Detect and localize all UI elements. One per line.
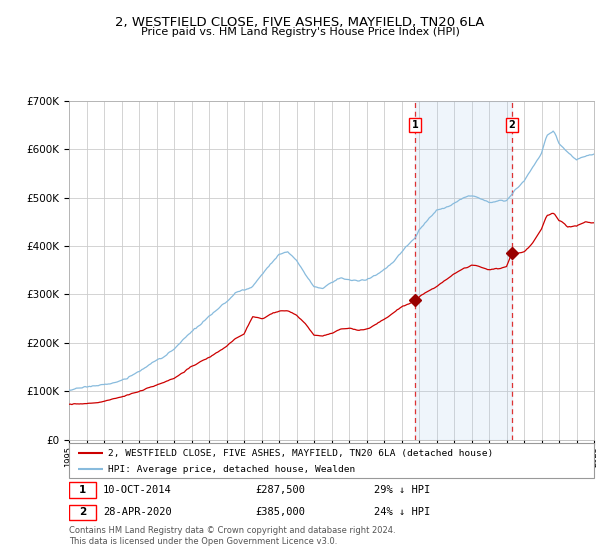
Text: 2: 2	[509, 120, 515, 130]
Bar	[415, 101, 512, 440]
Text: 28-APR-2020: 28-APR-2020	[103, 507, 172, 517]
Text: 10-OCT-2014: 10-OCT-2014	[103, 485, 172, 495]
Text: 24% ↓ HPI: 24% ↓ HPI	[373, 507, 430, 517]
Text: Price paid vs. HM Land Registry's House Price Index (HPI): Price paid vs. HM Land Registry's House …	[140, 27, 460, 37]
Text: 1: 1	[412, 120, 419, 130]
Text: 2, WESTFIELD CLOSE, FIVE ASHES, MAYFIELD, TN20 6LA (detached house): 2, WESTFIELD CLOSE, FIVE ASHES, MAYFIELD…	[109, 449, 494, 458]
Bar	[69, 482, 96, 498]
Bar	[69, 505, 96, 520]
Text: 29% ↓ HPI: 29% ↓ HPI	[373, 485, 430, 495]
Text: 2, WESTFIELD CLOSE, FIVE ASHES, MAYFIELD, TN20 6LA: 2, WESTFIELD CLOSE, FIVE ASHES, MAYFIELD…	[115, 16, 485, 29]
Text: Contains HM Land Registry data © Crown copyright and database right 2024.
This d: Contains HM Land Registry data © Crown c…	[69, 526, 395, 546]
Text: 2: 2	[79, 507, 86, 517]
Text: £385,000: £385,000	[256, 507, 305, 517]
Text: £287,500: £287,500	[256, 485, 305, 495]
Text: 1: 1	[79, 485, 86, 495]
Text: HPI: Average price, detached house, Wealden: HPI: Average price, detached house, Weal…	[109, 465, 356, 474]
